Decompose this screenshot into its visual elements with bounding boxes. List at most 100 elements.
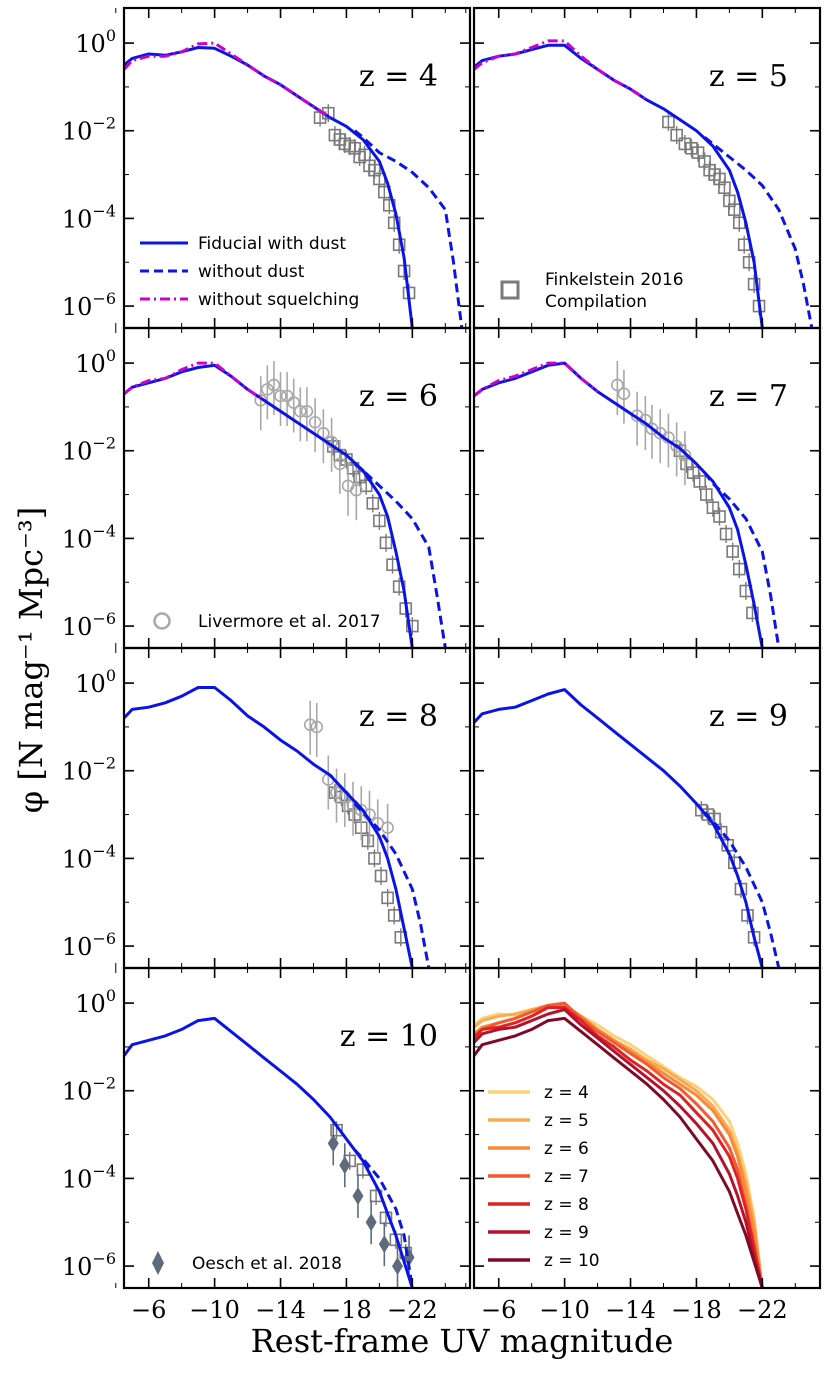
redshift-label: z = 5 bbox=[709, 59, 788, 94]
plot-area bbox=[474, 688, 781, 968]
oesch-point bbox=[392, 1257, 404, 1276]
legend-label: z = 9 bbox=[544, 1223, 589, 1243]
without-dust-line bbox=[703, 136, 814, 328]
fiducial-with-dust-line bbox=[124, 686, 414, 968]
without-squelching-line bbox=[124, 361, 265, 402]
fiducial-with-dust-line bbox=[124, 363, 414, 648]
livermore-point bbox=[303, 718, 317, 732]
panel-5: 100 10−2 10−4 10−6 z = 8 bbox=[62, 646, 472, 970]
finkelstein-point bbox=[706, 501, 720, 515]
fiducial-with-dust-line bbox=[474, 43, 764, 328]
redshift-label: z = 6 bbox=[359, 379, 438, 414]
y-tick-label: 10−4 bbox=[62, 201, 116, 233]
plot-area bbox=[124, 41, 464, 328]
legend-label: z = 5 bbox=[544, 1111, 589, 1131]
x-tick-label: −22 bbox=[387, 1296, 438, 1324]
livermore-point bbox=[308, 415, 322, 429]
panel-2: z = 5 bbox=[465, 6, 822, 330]
livermore-point bbox=[261, 383, 274, 396]
finkelstein-point bbox=[373, 514, 386, 528]
finkelstein-point bbox=[693, 475, 707, 488]
livermore-point bbox=[267, 378, 281, 392]
y-tick-label: 10−2 bbox=[62, 114, 116, 146]
legend-label: Livermore et al. 2017 bbox=[198, 612, 381, 632]
x-tick-label: −18 bbox=[671, 1296, 722, 1324]
panel-8: −6 −10 −14 −18 −22 bbox=[465, 966, 822, 1324]
plot-area bbox=[474, 39, 814, 328]
without-dust-line bbox=[703, 471, 781, 648]
finkelstein-point bbox=[691, 146, 705, 159]
z-4-line bbox=[474, 1006, 764, 1288]
finkelstein-point bbox=[366, 497, 380, 510]
livermore-point bbox=[287, 396, 301, 409]
fiducial-with-dust-line bbox=[474, 688, 764, 968]
fiducial-with-dust-line bbox=[474, 361, 764, 648]
livermore-point bbox=[350, 483, 363, 497]
redshift-label: z = 4 bbox=[359, 59, 438, 94]
y-tick-label: 10−4 bbox=[62, 1161, 116, 1193]
finkelstein-point bbox=[374, 869, 388, 883]
plot-area bbox=[474, 1001, 764, 1288]
without-dust-line bbox=[353, 802, 431, 968]
x-tick-label: −10 bbox=[189, 1296, 240, 1324]
plot-area bbox=[124, 686, 431, 968]
finkelstein-point bbox=[387, 216, 401, 230]
oesch-point bbox=[352, 1186, 364, 1205]
livermore-point bbox=[300, 404, 314, 418]
y-tick-label: 10−6 bbox=[62, 609, 116, 641]
livermore-point bbox=[274, 389, 287, 403]
legend-label: without squelching bbox=[198, 290, 359, 310]
finkelstein-point bbox=[662, 115, 675, 129]
oesch-legend-marker bbox=[152, 1251, 164, 1275]
y-tick-label: 10−6 bbox=[62, 1249, 116, 1281]
legend-label: Fiducial with dust bbox=[198, 234, 346, 254]
y-tick-label: 10−2 bbox=[62, 1074, 116, 1106]
finkelstein-point bbox=[732, 562, 746, 576]
fiducial-with-dust-line bbox=[124, 1016, 414, 1288]
plot-area bbox=[474, 360, 781, 648]
x-tick-label: −10 bbox=[539, 1296, 590, 1324]
legend-label: Finkelstein 2016 bbox=[545, 270, 684, 290]
livermore-point bbox=[617, 387, 631, 401]
finkelstein-point bbox=[701, 808, 715, 821]
panel-frame bbox=[122, 966, 472, 1290]
without-dust-line bbox=[353, 462, 447, 648]
x-tick-label: −6 bbox=[481, 1296, 516, 1324]
livermore-point bbox=[293, 404, 307, 418]
finkelstein-point bbox=[361, 834, 375, 848]
plot-area bbox=[124, 360, 447, 648]
y-tick-label: 10−6 bbox=[62, 929, 116, 961]
livermore-point bbox=[280, 389, 294, 403]
legend-label: z = 8 bbox=[544, 1195, 589, 1215]
panels-layer: 100 10−2 10−4 10−6 z = 4 z = 5 100 10−2 10−4 10−6… bbox=[62, 6, 822, 1324]
x-tick-label: −14 bbox=[255, 1296, 306, 1324]
finkelstein-point bbox=[353, 470, 366, 484]
panel-frame bbox=[472, 966, 822, 1290]
legend-label: Compilation bbox=[545, 292, 647, 312]
legend-label: z = 4 bbox=[544, 1083, 589, 1103]
finkelstein-point bbox=[685, 141, 698, 155]
livermore-point bbox=[678, 448, 692, 462]
x-tick-label: −6 bbox=[131, 1296, 166, 1324]
finkelstein-point bbox=[719, 527, 733, 541]
livermore-point bbox=[333, 457, 347, 471]
finkelstein-point bbox=[728, 203, 741, 216]
y-tick-label: 100 bbox=[75, 346, 116, 378]
panel-7: 100 10−2 10−4 10−6 −6 −10 −14 −18 −22 z = 10 bbox=[62, 966, 472, 1324]
y-tick-label: 100 bbox=[75, 26, 116, 58]
panel-frame bbox=[122, 326, 472, 650]
panel-4: z = 7 bbox=[465, 326, 822, 650]
z-10-line bbox=[474, 1016, 764, 1288]
legend-label: z = 10 bbox=[544, 1251, 600, 1271]
oesch-point bbox=[327, 1134, 339, 1153]
oesch-point bbox=[339, 1156, 351, 1175]
x-tick-label: −22 bbox=[737, 1296, 788, 1324]
livermore-legend-marker bbox=[153, 612, 171, 630]
finkelstein-point bbox=[686, 466, 700, 479]
z-8-line bbox=[474, 1006, 764, 1288]
finkelstein-point bbox=[680, 457, 693, 471]
livermore-point bbox=[670, 440, 683, 453]
z-5-line bbox=[474, 1003, 764, 1288]
z-7-line bbox=[474, 1001, 764, 1288]
panel-3: 100 10−2 10−4 10−6 z = 6 bbox=[62, 326, 472, 650]
